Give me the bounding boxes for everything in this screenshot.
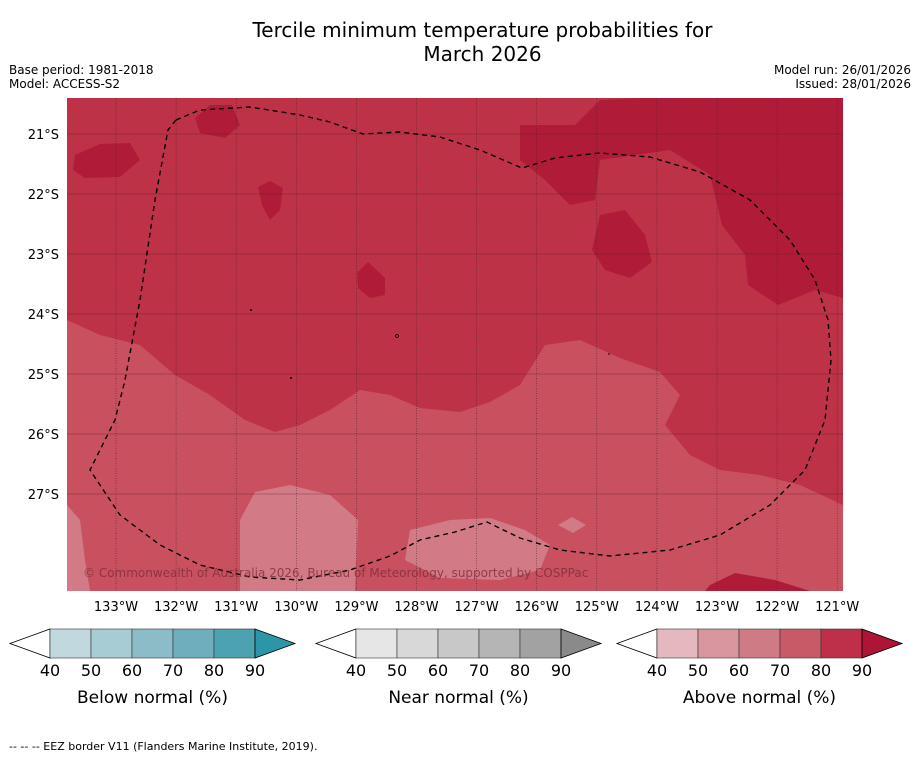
latitude-label: 22°S — [28, 188, 59, 203]
title-line-2: March 2026 — [423, 42, 542, 66]
latitude-label: 25°S — [28, 368, 59, 383]
colorbars: 40 50 60 70 80 90 Below normal (%) 40 50 60 70 80 90… — [8, 628, 904, 708]
issued-date: Issued: 28/01/2026 — [795, 77, 911, 91]
colorbar-extend-low — [8, 628, 51, 659]
latitude-label: 24°S — [28, 308, 59, 323]
model-name: Model: ACCESS-S2 — [9, 77, 121, 91]
longitude-label: 129°W — [334, 600, 378, 615]
region-above-90-northeast — [520, 98, 843, 305]
colorbar-tick-label: 70 — [163, 661, 183, 680]
island-marker — [395, 334, 399, 338]
region-above-60-small — [558, 517, 586, 533]
island-marker — [608, 353, 610, 355]
longitude-label: 123°W — [695, 600, 739, 615]
colorbar-tick-label: 80 — [510, 661, 530, 680]
map-title: Tercile minimum temperature probabilitie… — [0, 18, 919, 66]
eez-legend-note: -- -- -- EEZ border V11 (Flanders Marine… — [9, 740, 318, 753]
colorbar-label: Below normal (%) — [77, 688, 228, 708]
longitude-label: 127°W — [455, 600, 499, 615]
region-above-90-blob-6 — [705, 573, 810, 591]
model-run: Model run: 26/01/2026 — [773, 63, 911, 77]
copyright-text: © Commonwealth of Australia 2026, Bureau… — [83, 566, 588, 580]
meta-left: Base period: 1981-2018 Model: ACCESS-S2 — [9, 63, 154, 91]
colorbar-tick-label: 60 — [729, 661, 749, 680]
colorbar-extend-low — [314, 628, 357, 659]
colorbar-tick-label: 70 — [770, 661, 790, 680]
colorbar-tick-label: 40 — [40, 661, 60, 680]
colorbar-tick-label: 50 — [81, 661, 101, 680]
longitude-label: 130°W — [274, 600, 318, 615]
eez-border — [89, 106, 832, 581]
colorbar-tick-label: 90 — [245, 661, 265, 680]
colorbar: 40 50 60 70 80 90 Near normal (%) — [314, 628, 603, 708]
island-marker — [290, 377, 292, 379]
longitude-label: 126°W — [515, 600, 559, 615]
gridlines — [67, 98, 843, 591]
longitude-label: 124°W — [635, 600, 679, 615]
region-above-90-blob-5 — [357, 262, 385, 298]
colorbar-label: Above normal (%) — [683, 688, 836, 708]
colorbar: 40 50 60 70 80 90 Below normal (%) — [8, 628, 297, 708]
colorbar-label: Near normal (%) — [388, 688, 528, 708]
colorbar-segment — [437, 628, 480, 659]
colorbar-segment — [478, 628, 521, 659]
title-line-1: Tercile minimum temperature probabilitie… — [252, 18, 713, 42]
colorbar-extend-high — [254, 628, 297, 659]
longitude-label: 131°W — [214, 600, 258, 615]
longitude-labels: 133°W 132°W 131°W 130°W 129°W 128°W 127°W 126°W… — [94, 600, 860, 615]
region-above-90-blob-3 — [195, 105, 240, 138]
colorbar: 40 50 60 70 80 90 Above normal (%) — [615, 628, 904, 708]
colorbar-segment — [131, 628, 174, 659]
island-marker — [250, 309, 252, 311]
region-above-90-blob-4 — [258, 181, 283, 220]
colorbar-segment — [519, 628, 562, 659]
meta-right: Model run: 26/01/2026 Issued: 28/01/2026 — [774, 63, 911, 91]
colorbar-segment — [396, 628, 439, 659]
colorbar-segment — [779, 628, 822, 659]
latitude-label: 26°S — [28, 428, 59, 443]
latitude-label: 21°S — [28, 128, 59, 143]
region-above-60 — [240, 485, 358, 591]
colorbar-extend-high — [861, 628, 904, 659]
latitude-label: 23°S — [28, 248, 59, 263]
latitude-label: 27°S — [28, 488, 59, 503]
probability-field — [67, 98, 843, 591]
longitude-label: 128°W — [394, 600, 438, 615]
base-period: Base period: 1981-2018 — [9, 63, 154, 77]
longitude-label: 122°W — [755, 600, 799, 615]
colorbar-segment — [172, 628, 215, 659]
region-above-60-west — [67, 505, 90, 591]
region-above-90-blob-1 — [592, 210, 652, 278]
colorbar-tick-label: 50 — [688, 661, 708, 680]
longitude-label: 132°W — [154, 600, 198, 615]
colorbar-segment — [90, 628, 133, 659]
latitude-labels: 21°S 22°S 23°S 24°S 25°S 26°S 27°S — [28, 128, 59, 503]
colorbar-tick-label: 70 — [469, 661, 489, 680]
colorbar-tick-label: 60 — [122, 661, 142, 680]
colorbar-segment — [738, 628, 781, 659]
map-figure: © Commonwealth of Australia 2026, Bureau… — [8, 98, 904, 708]
colorbar-tick-label: 40 — [647, 661, 667, 680]
colorbar-segment — [697, 628, 740, 659]
colorbar-tick-label: 60 — [428, 661, 448, 680]
colorbar-segment — [49, 628, 92, 659]
colorbar-extend-high — [560, 628, 603, 659]
colorbar-segment — [213, 628, 256, 659]
colorbar-extend-low — [615, 628, 658, 659]
region-above-60-south — [405, 518, 550, 580]
longitude-label: 121°W — [815, 600, 859, 615]
colorbar-tick-label: 90 — [852, 661, 872, 680]
colorbar-tick-label: 90 — [551, 661, 571, 680]
colorbar-segment — [820, 628, 863, 659]
colorbar-tick-label: 80 — [811, 661, 831, 680]
longitude-label: 125°W — [575, 600, 619, 615]
colorbar-segment — [355, 628, 398, 659]
colorbar-tick-label: 40 — [346, 661, 366, 680]
colorbar-tick-label: 50 — [387, 661, 407, 680]
region-above-90-blob-2 — [73, 143, 140, 178]
longitude-label: 133°W — [94, 600, 138, 615]
colorbar-segment — [656, 628, 699, 659]
colorbar-tick-label: 80 — [204, 661, 224, 680]
